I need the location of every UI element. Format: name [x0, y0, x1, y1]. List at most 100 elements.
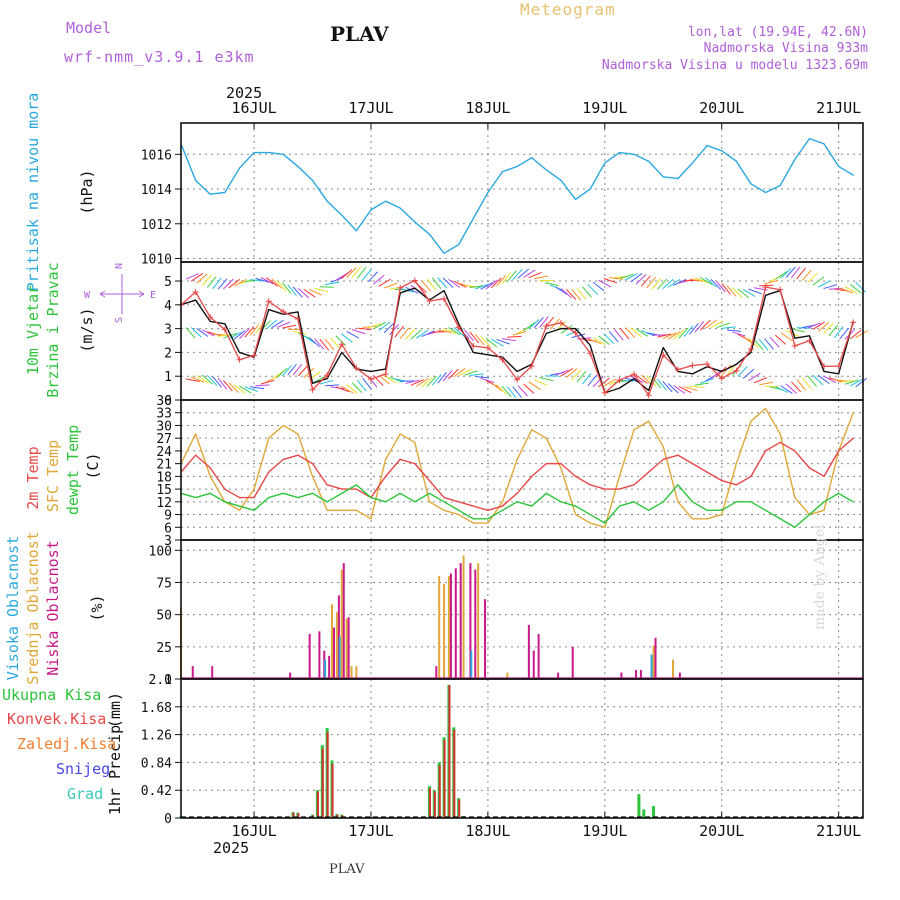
wind-arrow	[823, 284, 838, 290]
pressure-line-point	[706, 144, 708, 147]
y-tick-label: 12	[156, 496, 172, 511]
data-layer	[178, 137, 869, 818]
sfc-temp-line-point	[472, 522, 474, 524]
wind-gust-marker	[718, 375, 725, 382]
wind-speed-line-point	[209, 320, 211, 323]
wind-arrow	[464, 329, 474, 342]
wind-arrow	[223, 332, 237, 339]
wind-arrow	[641, 374, 652, 385]
wind-arrow	[667, 278, 680, 288]
t2m-line-point	[823, 475, 825, 477]
sfc-temp-line	[180, 407, 854, 528]
cloud-bar	[506, 672, 509, 679]
wind-arrow	[325, 281, 340, 286]
wind-arrow	[630, 327, 642, 338]
wind-arrow	[260, 277, 274, 285]
dewpoint-line	[180, 484, 854, 528]
wind-arrow	[276, 367, 288, 378]
wind-speed-line-point	[238, 351, 241, 354]
wind-arrow	[737, 366, 748, 377]
wind-arrow	[785, 266, 796, 278]
wind-arrow	[710, 278, 722, 290]
cloud-bar	[459, 563, 462, 679]
wind-arrow	[608, 331, 619, 343]
wind-speed-line-point	[370, 370, 372, 373]
sfc-temp-line-point	[735, 463, 737, 465]
model-label: Model	[66, 19, 112, 37]
t2m-line-point	[253, 496, 255, 499]
wind-arrow	[314, 287, 329, 293]
wind-arrow	[598, 335, 610, 345]
wind-arrow	[587, 338, 602, 345]
wind-gust-marker	[221, 326, 228, 333]
wind-speed-line-point	[443, 289, 445, 292]
wind-speed-line-point	[735, 363, 737, 365]
wind-gust-marker	[733, 367, 740, 374]
wind-arrow	[812, 276, 825, 286]
wind-arrow	[576, 287, 587, 300]
wind-speed-line-point	[195, 299, 197, 301]
wind-arrow	[839, 327, 849, 340]
pressure-line-point	[209, 193, 211, 195]
wind-arrow	[448, 278, 461, 288]
altitude-label: Nadmorska Visina 933m	[703, 41, 868, 56]
wind-gust-marker	[455, 324, 462, 331]
wind-speed-line-point	[414, 287, 416, 289]
year-top: 2025	[226, 84, 263, 102]
pressure-line-point	[516, 165, 518, 168]
y-tick-label: 30	[156, 419, 172, 434]
y-tick-label: 100	[149, 544, 172, 559]
wind-arrow	[700, 277, 713, 286]
cloud-bar	[654, 637, 657, 679]
pressure-line-point	[311, 179, 314, 181]
wind-arrow	[383, 375, 397, 384]
y-tick-label: 50	[156, 609, 172, 624]
sfc-temp-line-point	[779, 433, 781, 435]
x-day-label-bottom: 16JUL	[231, 822, 276, 840]
t2m-line-point	[326, 484, 328, 486]
wind-arrow	[490, 277, 502, 289]
wind-arrow	[496, 275, 507, 287]
wind-gust-marker	[572, 329, 579, 336]
wind-arrow	[367, 323, 382, 329]
grid-layer	[181, 123, 863, 818]
wind-arrow	[405, 286, 419, 294]
cloud-bar	[331, 604, 334, 679]
dewpoint-line-point	[764, 509, 767, 511]
y-tick-label: 5	[164, 275, 172, 290]
text-layer: 1010101210141016012345369121518212427303…	[4, 93, 861, 840]
t2m-line-point	[838, 450, 840, 452]
t2m-line-point	[545, 463, 547, 465]
wind-gust-marker	[280, 308, 287, 315]
cloud-bar	[635, 669, 638, 679]
wind-gust-marker	[791, 342, 798, 349]
wind-arrow	[362, 377, 372, 390]
wind-arrow	[185, 327, 196, 339]
wind-arrow	[705, 277, 717, 288]
sfc-temp-line-point	[443, 509, 445, 511]
dewpoint-line-point	[808, 513, 811, 516]
pressure-line-point	[341, 214, 343, 216]
wind-arrow	[807, 272, 818, 284]
pressure-line-point	[399, 207, 401, 209]
wind-arrow	[233, 278, 247, 287]
pressure-line-point	[414, 221, 416, 223]
y-tick-label: 0	[164, 673, 172, 688]
sfc-temp-line-point	[560, 467, 562, 469]
wind-arrow	[271, 319, 284, 329]
wind-arrow	[223, 278, 234, 290]
wind-gust-marker	[338, 341, 345, 348]
dewpoint-line-point	[691, 501, 694, 503]
wind-arrow	[855, 377, 868, 388]
t2m-line-point	[238, 496, 241, 499]
y-tick-label: 4	[164, 299, 172, 314]
wind-arrow	[534, 275, 548, 280]
precip-convective-bar	[433, 791, 436, 818]
precip-convective-bar	[428, 788, 431, 818]
dewpoint-line-point	[268, 496, 270, 499]
wind-arrow	[485, 279, 498, 290]
t2m-line-point	[282, 458, 284, 460]
dewpoint-line-point	[355, 484, 357, 486]
wind-arrow	[598, 279, 611, 288]
wind-arrow	[196, 375, 209, 384]
